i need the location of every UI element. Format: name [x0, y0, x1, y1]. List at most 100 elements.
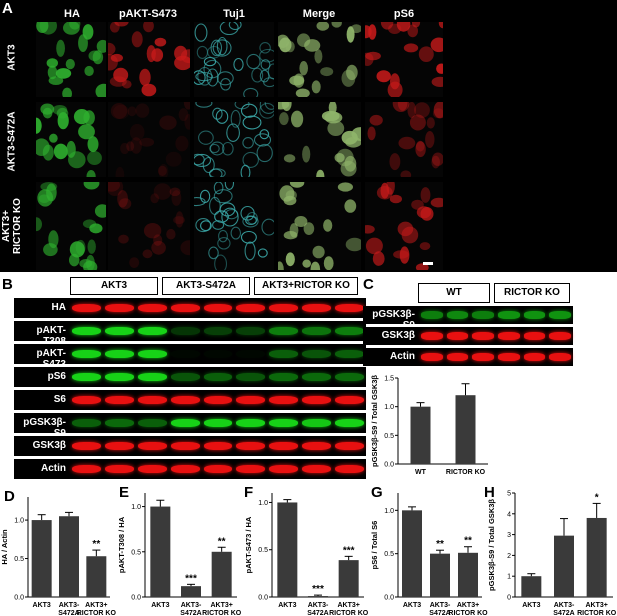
y-tick-label: 0.5: [14, 556, 24, 563]
blot-band: [335, 326, 364, 336]
significance-marker: *: [595, 492, 599, 503]
blot-band: [72, 349, 101, 359]
y-tick-label: 1: [507, 574, 511, 581]
chart-F: F 0.0 0.5 1.0 pAKT-S473 / HA AKT3 *** AKT3-S472…: [244, 484, 369, 616]
chart-D: D 0.0 0.5 1.0 HA / Actin AKT3 AKT3-S472A ** AKT3…: [0, 488, 116, 616]
y-tick-label: 3: [507, 532, 511, 539]
bar: [338, 560, 359, 597]
x-tick-label: AKT3+: [457, 602, 479, 609]
blot-band-label: GSK3β: [381, 330, 415, 341]
blot-band: [269, 464, 299, 474]
bar: [211, 551, 232, 597]
y-tick-label: 4: [507, 511, 511, 518]
x-tick-label: S472A: [180, 610, 201, 616]
blot-band: [104, 441, 134, 451]
panel-label-G: G: [371, 484, 383, 501]
bar: [31, 520, 52, 597]
blot-band: [72, 441, 101, 451]
blot-band: [203, 326, 233, 336]
blot-band: [104, 395, 134, 405]
x-tick-label: AKT3: [522, 602, 540, 609]
blot-band: [72, 464, 101, 474]
blot-row-3: pS6: [14, 367, 366, 387]
y-axis-label: pS6 / Total S6: [370, 521, 379, 570]
micrograph-tuj1-row1: [191, 19, 279, 101]
blot-row-4: S6: [14, 390, 366, 410]
y-axis-label: pGSK3β-S9 / Total GSK3β: [487, 499, 496, 591]
blot-band: [104, 303, 134, 313]
blot-row-0: pGSK3β-S9: [363, 306, 573, 331]
group-header: WT: [418, 283, 490, 303]
blot-band: [236, 441, 266, 451]
bar: [586, 517, 607, 597]
x-tick-label: RICTOR KO: [77, 610, 117, 616]
blot-band: [335, 372, 364, 382]
panel-c-label: C: [363, 276, 374, 293]
panel-b-label: B: [2, 276, 13, 293]
x-tick-label: AKT3+: [585, 602, 607, 609]
blot-band-label: pGSK3β-S9: [23, 417, 66, 439]
micrograph-pakt-s473-row1: [101, 17, 198, 97]
scale-bar: [423, 262, 433, 265]
significance-marker: **: [92, 539, 100, 550]
blot-band: [104, 326, 134, 336]
blot-band-label: pGSK3β-S9: [372, 309, 415, 331]
blot-band: [170, 464, 200, 474]
blot-row-7: Actin: [14, 459, 366, 479]
col-header-tuj1: Tuj1: [223, 8, 245, 20]
blot-band-label: HA: [51, 302, 66, 313]
micrograph-merge-row2: [271, 95, 370, 183]
y-tick-label: 1.0: [384, 508, 394, 515]
y-tick-label: 1.0: [258, 500, 268, 507]
blot-band-label: Actin: [390, 351, 415, 362]
blot-band: [170, 441, 200, 451]
blot-band: [72, 326, 101, 336]
col-header-ps6: pS6: [393, 8, 415, 20]
x-tick-label: S472A: [553, 610, 574, 616]
bar: [455, 395, 476, 464]
significance-marker: **: [218, 536, 226, 547]
y-tick-label: 1.0: [384, 404, 394, 411]
blot-row-6: GSK3β: [14, 436, 366, 456]
group-header: RICTOR KO: [494, 283, 570, 303]
y-tick-label: 0.0: [258, 595, 268, 602]
blot-band: [269, 349, 299, 359]
micrograph-ps6-row3: [360, 177, 447, 272]
micrograph-tuj1-row3: [187, 176, 277, 274]
y-tick-label: 0.5: [258, 547, 268, 554]
blot-band: [523, 311, 546, 319]
blot-band: [236, 395, 266, 405]
group-header: AKT3-S472A: [162, 277, 250, 295]
y-tick-label: 0: [507, 595, 511, 602]
blot-band: [203, 395, 233, 405]
blot-band: [203, 303, 233, 313]
x-tick-label: RICTOR KO: [448, 610, 488, 616]
blot-band: [170, 303, 200, 313]
significance-marker: ***: [343, 545, 355, 556]
blot-band: [335, 441, 364, 451]
blot-band: [421, 311, 443, 319]
blot-band: [446, 311, 469, 319]
x-tick-label: AKT3+: [210, 602, 232, 609]
y-tick-label: 2: [507, 553, 511, 560]
blot-band: [269, 418, 299, 428]
blot-band: [472, 353, 494, 361]
blot-band: [236, 326, 266, 336]
blot-band: [498, 332, 520, 340]
blot-row-1: pAKT-T308: [14, 321, 366, 347]
blot-band: [104, 349, 134, 359]
x-tick-label: AKT3-: [308, 602, 329, 609]
y-tick-label: 1.0: [14, 518, 24, 525]
x-tick-label: AKT3+: [337, 602, 359, 609]
panel-label-D: D: [4, 488, 15, 505]
blot-band: [269, 395, 299, 405]
blot-band: [302, 326, 332, 336]
blot-band: [137, 464, 167, 474]
significance-marker: **: [464, 536, 472, 547]
y-axis-label: pAKT-T308 / HA: [117, 516, 126, 573]
bar: [86, 556, 107, 597]
blot-band: [72, 395, 101, 405]
blot-band: [137, 441, 167, 451]
blot-band: [236, 464, 266, 474]
